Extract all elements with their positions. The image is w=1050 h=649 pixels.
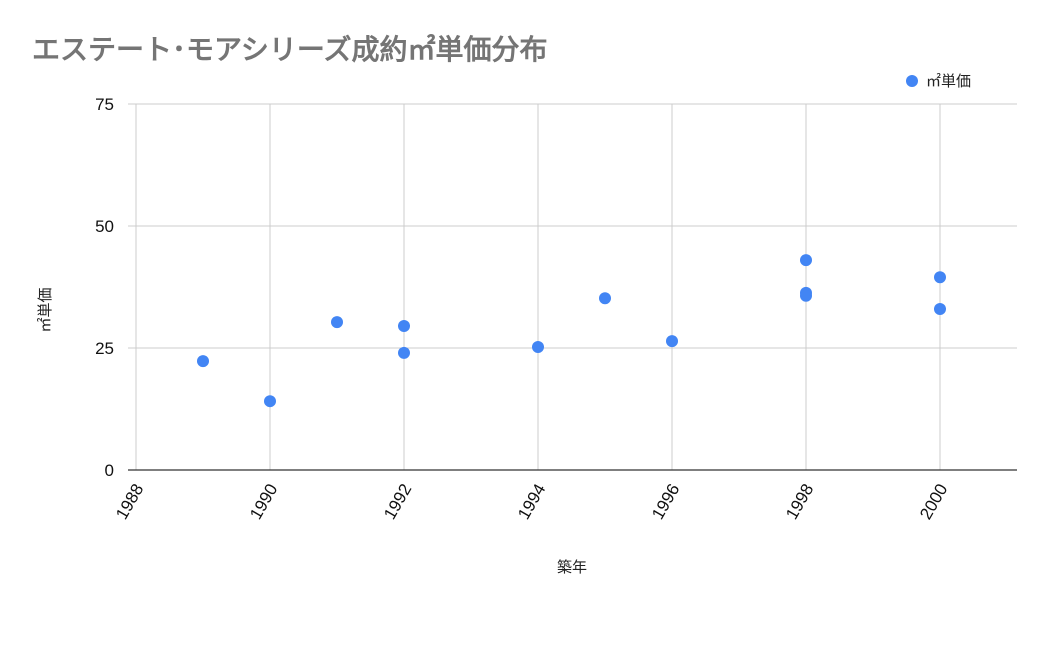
- y-tick-label: 75: [95, 95, 114, 114]
- data-point: [800, 254, 812, 267]
- x-tick-label: 1996: [648, 481, 683, 523]
- x-tick-label: 1998: [782, 481, 817, 523]
- y-tick-label: 0: [105, 461, 114, 480]
- legend-label: ㎡単価: [926, 72, 972, 90]
- data-point: [532, 341, 544, 354]
- y-tick-label: 25: [95, 339, 114, 358]
- legend: ㎡単価: [906, 70, 971, 91]
- data-point: [398, 320, 410, 333]
- chart-title: エステート･モアシリーズ成約㎡単価分布: [32, 33, 548, 66]
- legend-marker-icon: [906, 74, 918, 87]
- y-tick-label: 50: [95, 217, 114, 236]
- x-tick-label: 2000: [916, 481, 951, 523]
- data-point: [331, 316, 343, 329]
- data-point: [800, 289, 812, 302]
- data-point: [934, 302, 946, 315]
- x-tick-label: 1988: [112, 481, 147, 523]
- y-axis-label: ㎡単価: [36, 287, 54, 332]
- data-point: [197, 355, 209, 368]
- data-point: [264, 395, 276, 408]
- x-tick-label: 1994: [514, 481, 549, 523]
- data-point: [666, 335, 678, 348]
- x-tick-label: 1992: [380, 481, 415, 523]
- x-axis-label: 築年: [557, 558, 587, 576]
- data-point: [934, 271, 946, 284]
- data-point: [599, 292, 611, 305]
- x-tick-label: 1990: [246, 481, 281, 523]
- data-point: [398, 346, 410, 359]
